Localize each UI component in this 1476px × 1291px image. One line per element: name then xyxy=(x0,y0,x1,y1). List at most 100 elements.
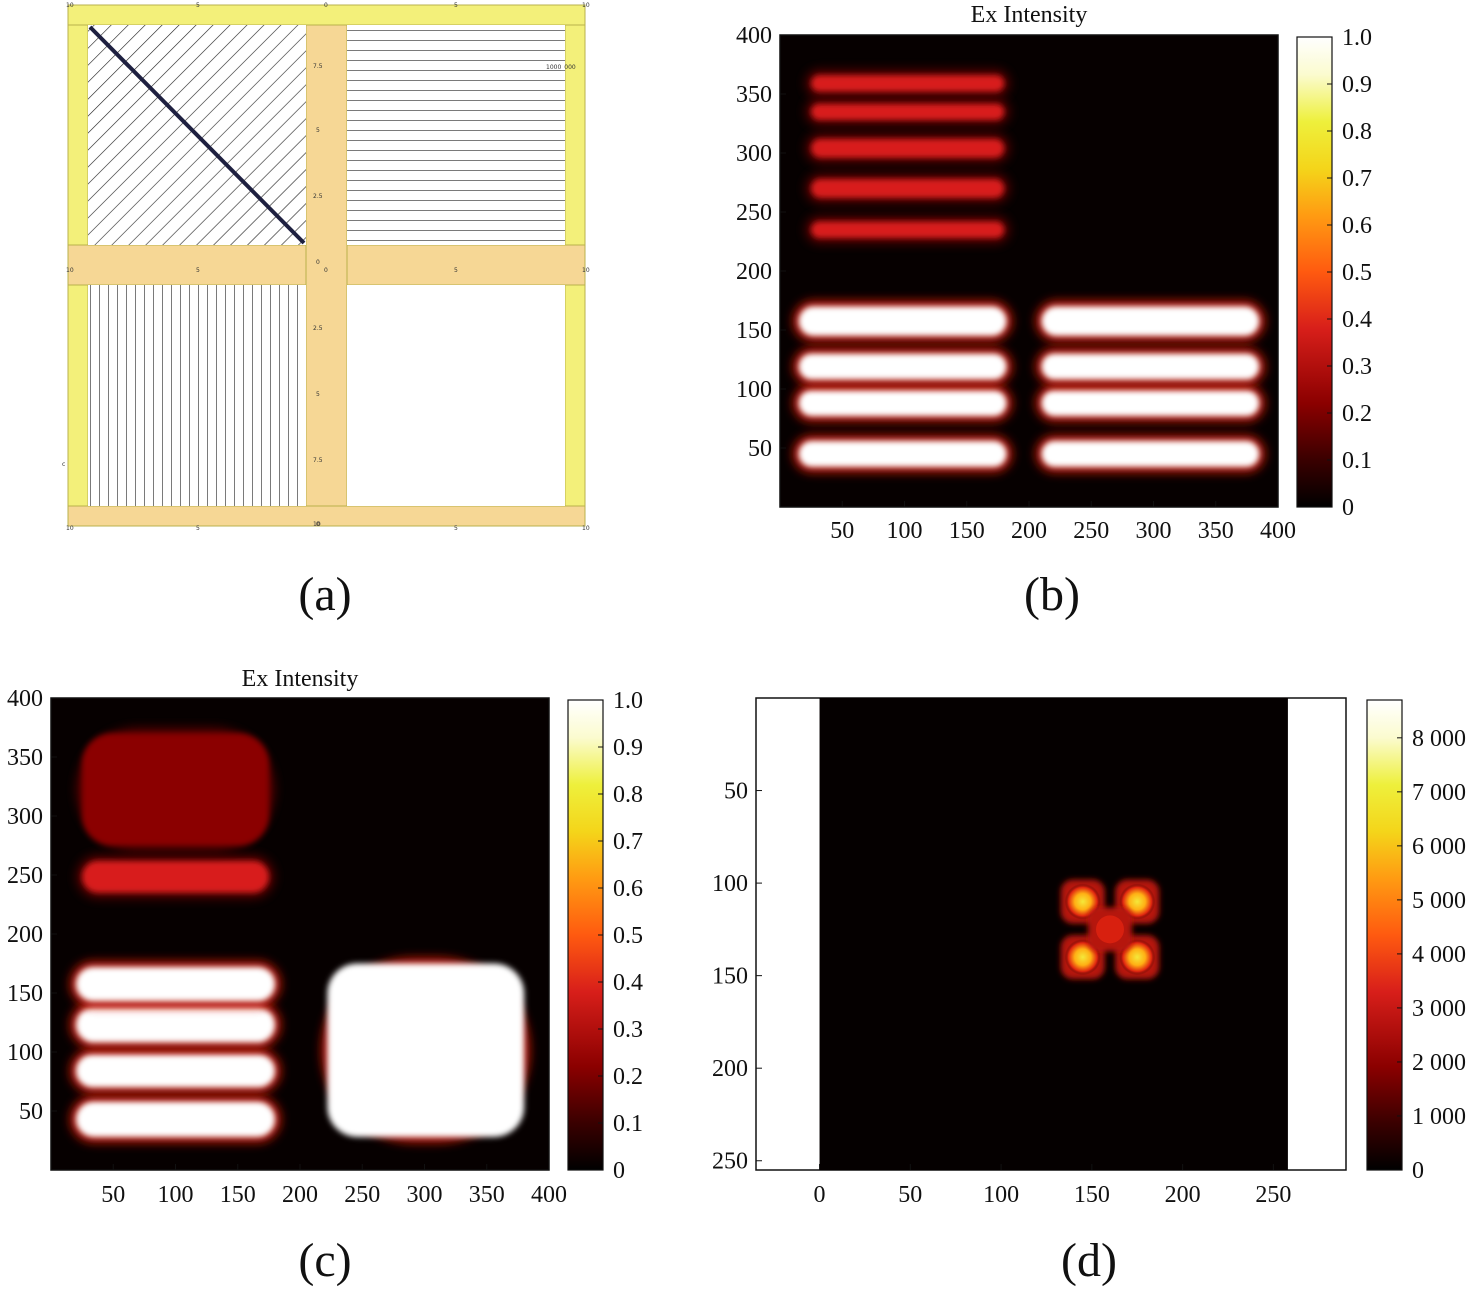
y-tick-label: 200 xyxy=(736,259,772,285)
frame-bottom xyxy=(67,505,586,527)
colorbar-tick-label: 0.4 xyxy=(1342,307,1372,333)
intensity-blob xyxy=(75,1054,276,1088)
x-tick-label: 400 xyxy=(1260,518,1296,544)
x-tick-label: 50 xyxy=(101,1182,125,1208)
colorbar-tick-label: 0.4 xyxy=(613,970,643,996)
colorbar-tick-label: 0.8 xyxy=(1342,119,1372,145)
colorbar-tick-label: 0.2 xyxy=(613,1064,643,1090)
colorbar-tick-label: 1.0 xyxy=(613,688,643,714)
a-label-top-1: 5 xyxy=(196,2,200,9)
colorbar xyxy=(1366,699,1403,1171)
intensity-blob xyxy=(1041,306,1260,336)
a-label-vu-2: 2.5 xyxy=(313,193,323,200)
y-tick-label: 100 xyxy=(736,377,772,403)
colorbar-tick-label: 0.1 xyxy=(1342,448,1372,474)
x-tick-label: 50 xyxy=(898,1182,922,1208)
intensity-blob xyxy=(327,963,525,1137)
heatmap-marks xyxy=(792,69,1266,473)
y-tick-label: 350 xyxy=(7,745,43,771)
a-label-top-3: 5 xyxy=(454,2,458,9)
heatmap-marks xyxy=(69,727,531,1143)
y-tick-label: 350 xyxy=(736,82,772,108)
a-label-mid-2: 0 xyxy=(324,267,328,274)
intensity-peak xyxy=(1064,939,1101,976)
x-tick-label: 50 xyxy=(830,518,854,544)
x-tick-label: 250 xyxy=(1255,1182,1291,1208)
y-tick-label: 300 xyxy=(736,141,772,167)
y-tick-label: 100 xyxy=(7,1040,43,1066)
x-tick-label: 100 xyxy=(887,518,923,544)
colorbar-tick-label: 0 xyxy=(613,1158,625,1184)
chart-b: Ex Intensity 50 100 150 200 250 300 350 400 50 100… xyxy=(736,2,1372,544)
y-tick-label: 250 xyxy=(712,1149,748,1175)
y-tick-label: 150 xyxy=(736,318,772,344)
y-tick-label: 250 xyxy=(736,200,772,226)
panel-label-a: (a) xyxy=(298,568,351,621)
x-tick-label: 150 xyxy=(949,518,985,544)
y-tick-label: 400 xyxy=(736,23,772,49)
colorbar-tick-label: 7 000 xyxy=(1412,780,1466,806)
intensity-peak xyxy=(1119,883,1156,920)
empty-quadrant xyxy=(347,285,565,506)
x-tick-label: 200 xyxy=(1165,1182,1201,1208)
colorbar-tick-label: 1 000 xyxy=(1412,1104,1466,1130)
plot-field xyxy=(819,698,1288,1170)
x-tick-label: 250 xyxy=(344,1182,380,1208)
colorbar-tick-label: 3 000 xyxy=(1412,996,1466,1022)
panel-a-layout: 10 5 0 5 10 10 5 0 5 10 10 5 0 5 10 7.5 … xyxy=(62,2,590,621)
y-tick-label: 50 xyxy=(748,436,772,462)
colorbar-tick-label: 0.1 xyxy=(613,1111,643,1137)
intensity-blob xyxy=(75,967,276,1002)
x-tick-label: 250 xyxy=(1073,518,1109,544)
x-tick-label: 100 xyxy=(983,1182,1019,1208)
colorbar xyxy=(567,699,604,1171)
intensity-blob xyxy=(811,178,1005,198)
y-tick-label: 200 xyxy=(7,922,43,948)
colorbar-tick-label: 8 000 xyxy=(1412,726,1466,752)
colorbar-tick-label: 0.6 xyxy=(613,876,643,902)
x-tick-label: 150 xyxy=(1074,1182,1110,1208)
x-tick-label: 400 xyxy=(531,1182,567,1208)
y-tick-label: 100 xyxy=(712,871,748,897)
a-label-bot-1: 5 xyxy=(196,525,200,532)
x-tick-label: 200 xyxy=(1011,518,1047,544)
y-tick-label: 150 xyxy=(712,964,748,990)
a-left-note: c xyxy=(62,461,65,468)
chart-title: Ex Intensity xyxy=(971,2,1088,28)
intensity-blob xyxy=(811,138,1005,158)
panel-label-b: (b) xyxy=(1024,568,1080,621)
intensity-blob xyxy=(798,390,1007,417)
a-label-top-4: 10 xyxy=(582,2,590,9)
vertical-grating xyxy=(88,285,306,506)
colorbar-tick-label: 0.8 xyxy=(613,782,643,808)
y-tick-label: 150 xyxy=(7,981,43,1007)
intensity-blob xyxy=(811,75,1005,92)
intensity-blob xyxy=(1041,353,1260,380)
x-tick-label: 100 xyxy=(158,1182,194,1208)
colorbar-tick-label: 0.9 xyxy=(613,735,643,761)
y-tick-label: 250 xyxy=(7,863,43,889)
colorbar-tick-label: 0.7 xyxy=(1342,166,1372,192)
horizontal-grating xyxy=(347,25,565,245)
colorbar-tick-label: 0 xyxy=(1412,1158,1424,1184)
a-label-vl-1: 5 xyxy=(316,391,320,398)
a-label-vu-3: 0 xyxy=(316,259,320,266)
a-label-mid-4: 10 xyxy=(582,267,590,274)
a-label-bot-0: 10 xyxy=(66,525,74,532)
x-tick-label: 200 xyxy=(282,1182,318,1208)
chart-c: Ex Intensity 50 100 150 200 250 300 350 400 50 100… xyxy=(7,666,643,1208)
x-tick-label: 300 xyxy=(407,1182,443,1208)
colorbar xyxy=(1296,36,1333,508)
colorbar-tick-label: 0.3 xyxy=(1342,354,1372,380)
intensity-blob xyxy=(75,1101,276,1137)
x-tick-label: 300 xyxy=(1136,518,1172,544)
colorbar-tick-label: 2 000 xyxy=(1412,1050,1466,1076)
a-label-vl-2: 7.5 xyxy=(313,457,323,464)
colorbar-tick-label: 0.3 xyxy=(613,1017,643,1043)
a-right-note: 1000_000 xyxy=(546,64,576,71)
a-label-vl-0: 2.5 xyxy=(313,325,323,332)
colorbar-tick-label: 0.6 xyxy=(1342,213,1372,239)
panel-label-c: (c) xyxy=(298,1234,351,1287)
x-tick-label: 150 xyxy=(220,1182,256,1208)
y-tick-label: 400 xyxy=(7,686,43,712)
